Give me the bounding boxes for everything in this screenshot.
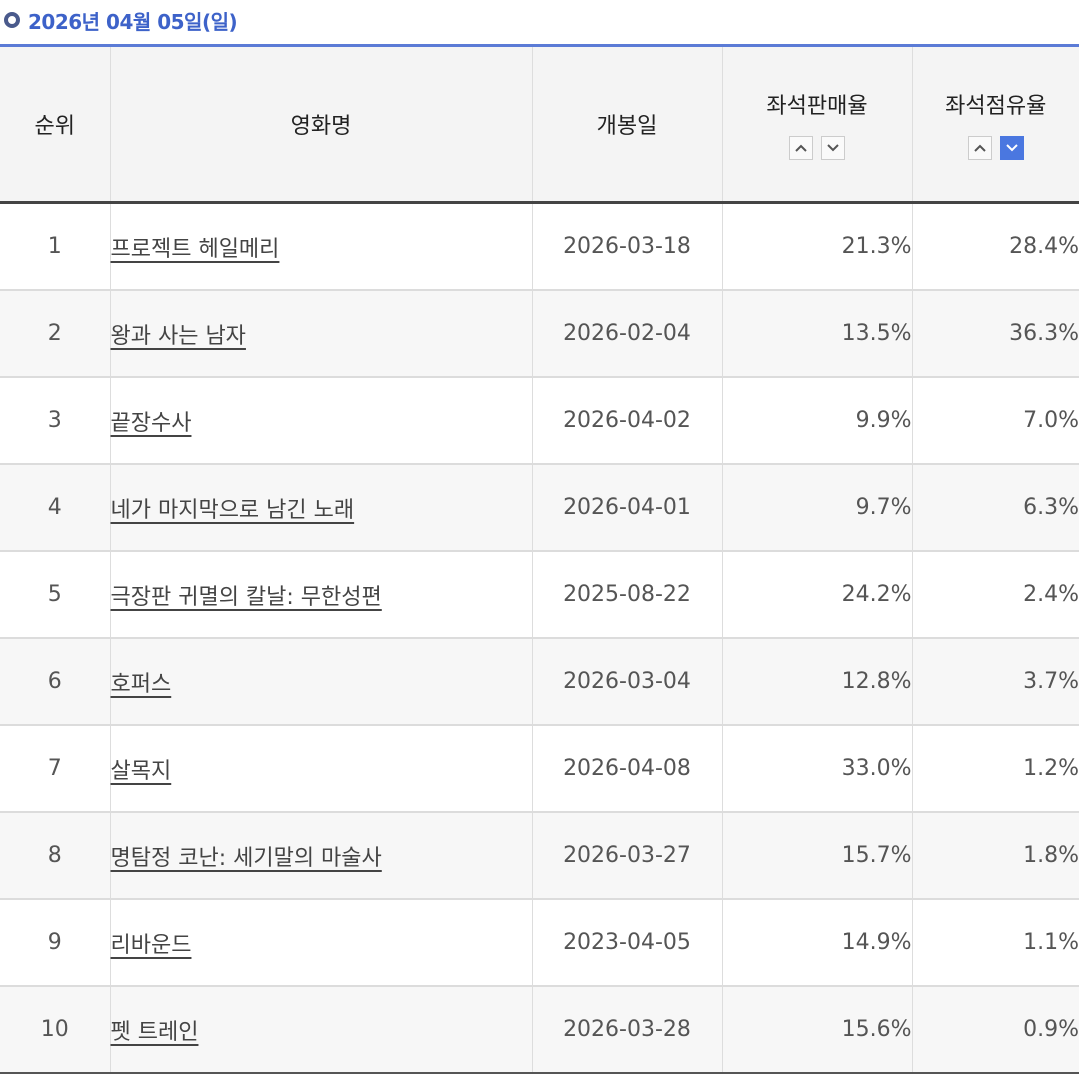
- title-cell: 왕과 사는 남자: [110, 290, 533, 378]
- chevron-up-icon: [974, 144, 986, 152]
- rank-cell: 4: [0, 464, 111, 552]
- occupancy-sort-controls: [913, 136, 1079, 160]
- sales-rate-sort-controls: [723, 136, 912, 160]
- occupancy-header-label: 좌석점유율: [945, 94, 1047, 119]
- release-date-cell: 2026-04-02: [532, 377, 723, 465]
- title-cell: 살목지: [110, 725, 533, 813]
- occupancy-cell: 1.8%: [912, 812, 1079, 900]
- release-date-cell: 2026-04-08: [532, 725, 723, 813]
- sales-rate-cell: 15.6%: [722, 986, 913, 1074]
- date-header: 2026년 04월 05일(일): [4, 6, 238, 34]
- rank-cell: 3: [0, 377, 111, 465]
- occupancy-cell: 28.4%: [912, 202, 1079, 291]
- title-cell: 극장판 귀멸의 칼날: 무한성편: [110, 551, 533, 639]
- movie-title-link[interactable]: 호퍼스: [110, 671, 172, 697]
- rank-cell: 6: [0, 638, 111, 726]
- circle-bullet-icon: [4, 12, 20, 28]
- release-date-cell: 2026-03-27: [532, 812, 723, 900]
- sales-rate-cell: 13.5%: [722, 290, 913, 378]
- rank-cell: 9: [0, 899, 111, 987]
- table-row: 8 명탐정 코난: 세기말의 마술사 2026-03-27 15.7% 1.8%: [0, 812, 1079, 900]
- occupancy-cell: 1.2%: [912, 725, 1079, 813]
- chevron-down-icon: [827, 144, 839, 152]
- title-cell: 끝장수사: [110, 377, 533, 465]
- movie-title-link[interactable]: 끝장수사: [110, 410, 192, 436]
- movie-title-link[interactable]: 네가 마지막으로 남긴 노래: [110, 497, 355, 523]
- sales-rate-cell: 14.9%: [722, 899, 913, 987]
- occupancy-cell: 36.3%: [912, 290, 1079, 378]
- sales-rate-cell: 24.2%: [722, 551, 913, 639]
- occupancy-cell: 2.4%: [912, 551, 1079, 639]
- chevron-up-icon: [795, 144, 807, 152]
- release-date-cell: 2026-02-04: [532, 290, 723, 378]
- movie-title-link[interactable]: 극장판 귀멸의 칼날: 무한성편: [110, 584, 382, 610]
- table-row: 2 왕과 사는 남자 2026-02-04 13.5% 36.3%: [0, 290, 1079, 378]
- sales-rate-cell: 12.8%: [722, 638, 913, 726]
- movie-title-link[interactable]: 명탐정 코난: 세기말의 마술사: [110, 845, 382, 871]
- release-date-cell: 2026-03-28: [532, 986, 723, 1074]
- chevron-down-icon: [1006, 144, 1018, 152]
- table-row: 4 네가 마지막으로 남긴 노래 2026-04-01 9.7% 6.3%: [0, 464, 1079, 552]
- occupancy-cell: 3.7%: [912, 638, 1079, 726]
- release-date-cell: 2026-03-18: [532, 202, 723, 291]
- table-row: 5 극장판 귀멸의 칼날: 무한성편 2025-08-22 24.2% 2.4%: [0, 551, 1079, 639]
- sales-rate-header-label: 좌석판매율: [766, 94, 868, 119]
- rank-cell: 7: [0, 725, 111, 813]
- movie-title-link[interactable]: 왕과 사는 남자: [110, 323, 246, 349]
- table-row: 9 리바운드 2023-04-05 14.9% 1.1%: [0, 899, 1079, 987]
- top-divider: [0, 44, 1079, 47]
- column-header-occupancy: 좌석점유율: [912, 47, 1079, 204]
- sales-rate-sort-asc-button[interactable]: [789, 136, 813, 160]
- movie-title-link[interactable]: 펫 트레인: [110, 1019, 199, 1045]
- sales-rate-cell: 9.7%: [722, 464, 913, 552]
- movie-title-link[interactable]: 살목지: [110, 758, 172, 784]
- sales-rate-cell: 21.3%: [722, 202, 913, 291]
- sales-rate-cell: 9.9%: [722, 377, 913, 465]
- table-row: 7 살목지 2026-04-08 33.0% 1.2%: [0, 725, 1079, 813]
- occupancy-sort-desc-button[interactable]: [999, 136, 1024, 160]
- occupancy-sort-asc-button[interactable]: [967, 136, 992, 160]
- column-header-rank: 순위: [0, 47, 111, 204]
- rank-cell: 8: [0, 812, 111, 900]
- title-cell: 펫 트레인: [110, 986, 533, 1074]
- rank-cell: 1: [0, 202, 111, 291]
- column-header-release: 개봉일: [532, 47, 723, 204]
- occupancy-cell: 1.1%: [912, 899, 1079, 987]
- movie-title-link[interactable]: 프로젝트 헤일메리: [110, 236, 280, 262]
- title-cell: 리바운드: [110, 899, 533, 987]
- table-row: 6 호퍼스 2026-03-04 12.8% 3.7%: [0, 638, 1079, 726]
- release-date-cell: 2025-08-22: [532, 551, 723, 639]
- movie-title-link[interactable]: 리바운드: [110, 932, 192, 958]
- sales-rate-cell: 15.7%: [722, 812, 913, 900]
- column-header-title: 영화명: [110, 47, 533, 204]
- table-header-row: 순위 영화명 개봉일 좌석판매율 좌석점유율: [0, 47, 1079, 204]
- table-row: 10 펫 트레인 2026-03-28 15.6% 0.9%: [0, 986, 1079, 1074]
- release-date-cell: 2026-04-01: [532, 464, 723, 552]
- occupancy-cell: 7.0%: [912, 377, 1079, 465]
- rank-cell: 2: [0, 290, 111, 378]
- box-office-table: 순위 영화명 개봉일 좌석판매율 좌석점유율: [0, 47, 1079, 1074]
- rank-cell: 5: [0, 551, 111, 639]
- title-cell: 프로젝트 헤일메리: [110, 202, 533, 291]
- title-cell: 호퍼스: [110, 638, 533, 726]
- title-cell: 명탐정 코난: 세기말의 마술사: [110, 812, 533, 900]
- release-date-cell: 2023-04-05: [532, 899, 723, 987]
- occupancy-cell: 6.3%: [912, 464, 1079, 552]
- sales-rate-cell: 33.0%: [722, 725, 913, 813]
- table-row: 3 끝장수사 2026-04-02 9.9% 7.0%: [0, 377, 1079, 465]
- occupancy-cell: 0.9%: [912, 986, 1079, 1074]
- rank-cell: 10: [0, 986, 111, 1074]
- date-label: 2026년 04월 05일(일): [28, 9, 238, 34]
- release-date-cell: 2026-03-04: [532, 638, 723, 726]
- sales-rate-sort-desc-button[interactable]: [821, 136, 845, 160]
- title-cell: 네가 마지막으로 남긴 노래: [110, 464, 533, 552]
- table-row: 1 프로젝트 헤일메리 2026-03-18 21.3% 28.4%: [0, 202, 1079, 291]
- column-header-sales-rate: 좌석판매율: [722, 47, 913, 204]
